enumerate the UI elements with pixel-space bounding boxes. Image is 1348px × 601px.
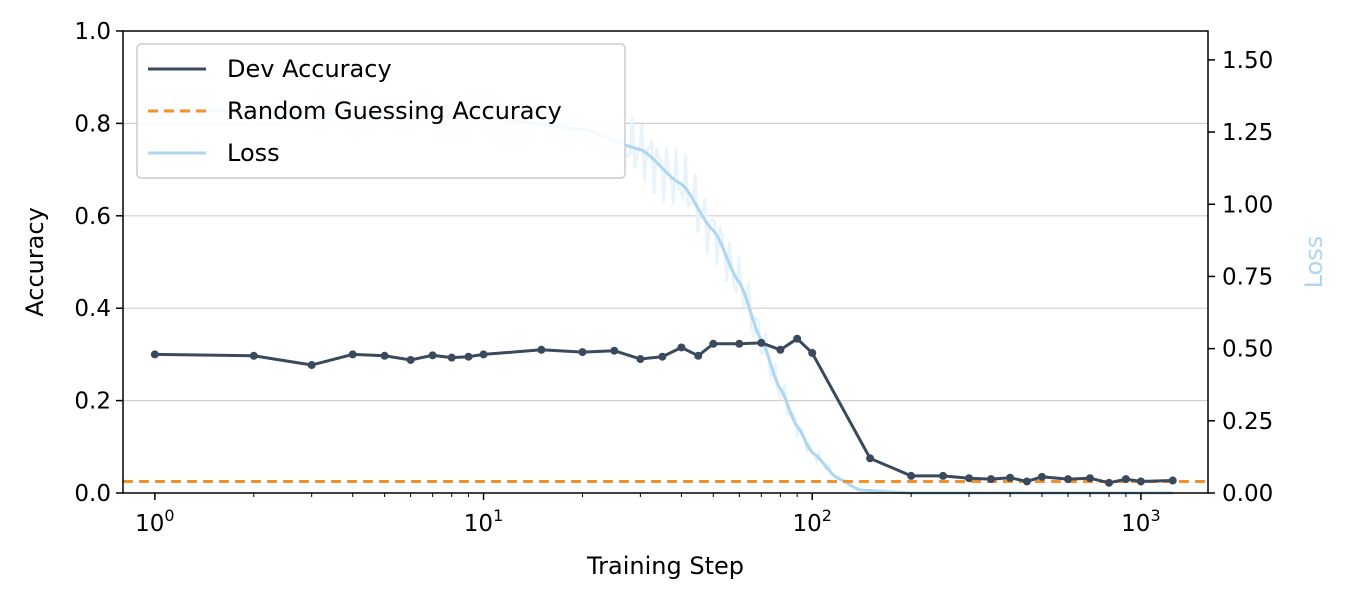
y-tick-label: 0.0: [74, 481, 111, 507]
accuracy-point: [1136, 477, 1145, 486]
accuracy-point: [907, 471, 916, 480]
x-tick-label: 101: [464, 506, 503, 537]
accuracy-point: [578, 348, 587, 357]
accuracy-point: [1085, 474, 1094, 483]
accuracy-series: [150, 334, 1177, 487]
y2-tick-label: 0.25: [1222, 409, 1273, 435]
y2-axis-label: Loss: [1300, 236, 1328, 289]
x-axis: 100 101 102 103: [135, 493, 1161, 537]
y-tick-label: 0.8: [74, 111, 111, 137]
accuracy-point: [428, 351, 437, 360]
accuracy-point: [735, 339, 744, 348]
accuracy-point: [694, 351, 703, 360]
accuracy-point: [1037, 472, 1046, 481]
plot-frame: [122, 30, 1209, 494]
y2-tick-label: 1.50: [1222, 48, 1273, 74]
y-axis-right: 0.00 0.25 0.50 0.75 1.00 1.25 1.50: [1208, 48, 1273, 507]
accuracy-point: [406, 355, 415, 364]
y2-tick-label: 0.75: [1222, 264, 1273, 290]
accuracy-point: [636, 355, 645, 364]
accuracy-point: [1006, 473, 1015, 482]
accuracy-point: [1063, 475, 1072, 484]
accuracy-point: [447, 353, 456, 362]
y-tick-label: 0.2: [74, 389, 111, 415]
accuracy-point: [776, 345, 785, 354]
accuracy-point: [709, 339, 718, 348]
legend-label-loss: Loss: [227, 139, 280, 167]
accuracy-point: [658, 352, 667, 361]
accuracy-point: [348, 350, 357, 359]
x-axis-label: Training Step: [586, 552, 744, 580]
accuracy-point: [464, 352, 473, 361]
accuracy-point: [866, 454, 875, 463]
x-tick-label: 102: [792, 506, 831, 537]
y-tick-label: 1.0: [74, 19, 111, 45]
accuracy-point: [987, 475, 996, 484]
accuracy-point: [757, 338, 766, 347]
y-axis-label: Accuracy: [21, 207, 49, 317]
y-axis-left: 0.0 0.2 0.4 0.6 0.8 1.0: [74, 19, 123, 507]
accuracy-point: [537, 345, 546, 354]
accuracy-point: [1022, 477, 1031, 486]
accuracy-point: [1121, 475, 1130, 484]
x-tick-label: 100: [135, 506, 174, 537]
accuracy-point: [793, 334, 802, 343]
accuracy-point: [150, 350, 159, 359]
y-tick-label: 0.6: [74, 204, 111, 230]
y2-tick-label: 0.50: [1222, 337, 1273, 363]
legend-box: [136, 43, 626, 179]
accuracy-point: [1168, 476, 1177, 485]
accuracy-point: [479, 350, 488, 359]
y2-tick-label: 0.00: [1222, 481, 1273, 507]
accuracy-point: [610, 346, 619, 355]
accuracy-point: [380, 351, 389, 360]
accuracy-point: [808, 349, 817, 358]
accuracy-point: [249, 351, 258, 360]
legend-label-dev-accuracy: Dev Accuracy: [227, 55, 392, 83]
accuracy-point: [1105, 478, 1114, 487]
y-tick-label: 0.4: [74, 296, 111, 322]
y2-tick-label: 1.25: [1222, 120, 1273, 146]
y2-tick-label: 1.00: [1222, 192, 1273, 218]
accuracy-point: [965, 474, 974, 483]
accuracy-point: [307, 361, 316, 370]
legend-label-random-guessing: Random Guessing Accuracy: [227, 97, 562, 125]
accuracy-point: [939, 471, 948, 480]
x-tick-label: 103: [1121, 506, 1160, 537]
accuracy-point: [677, 343, 686, 352]
legend: Dev Accuracy Random Guessing Accuracy Lo…: [136, 43, 626, 179]
